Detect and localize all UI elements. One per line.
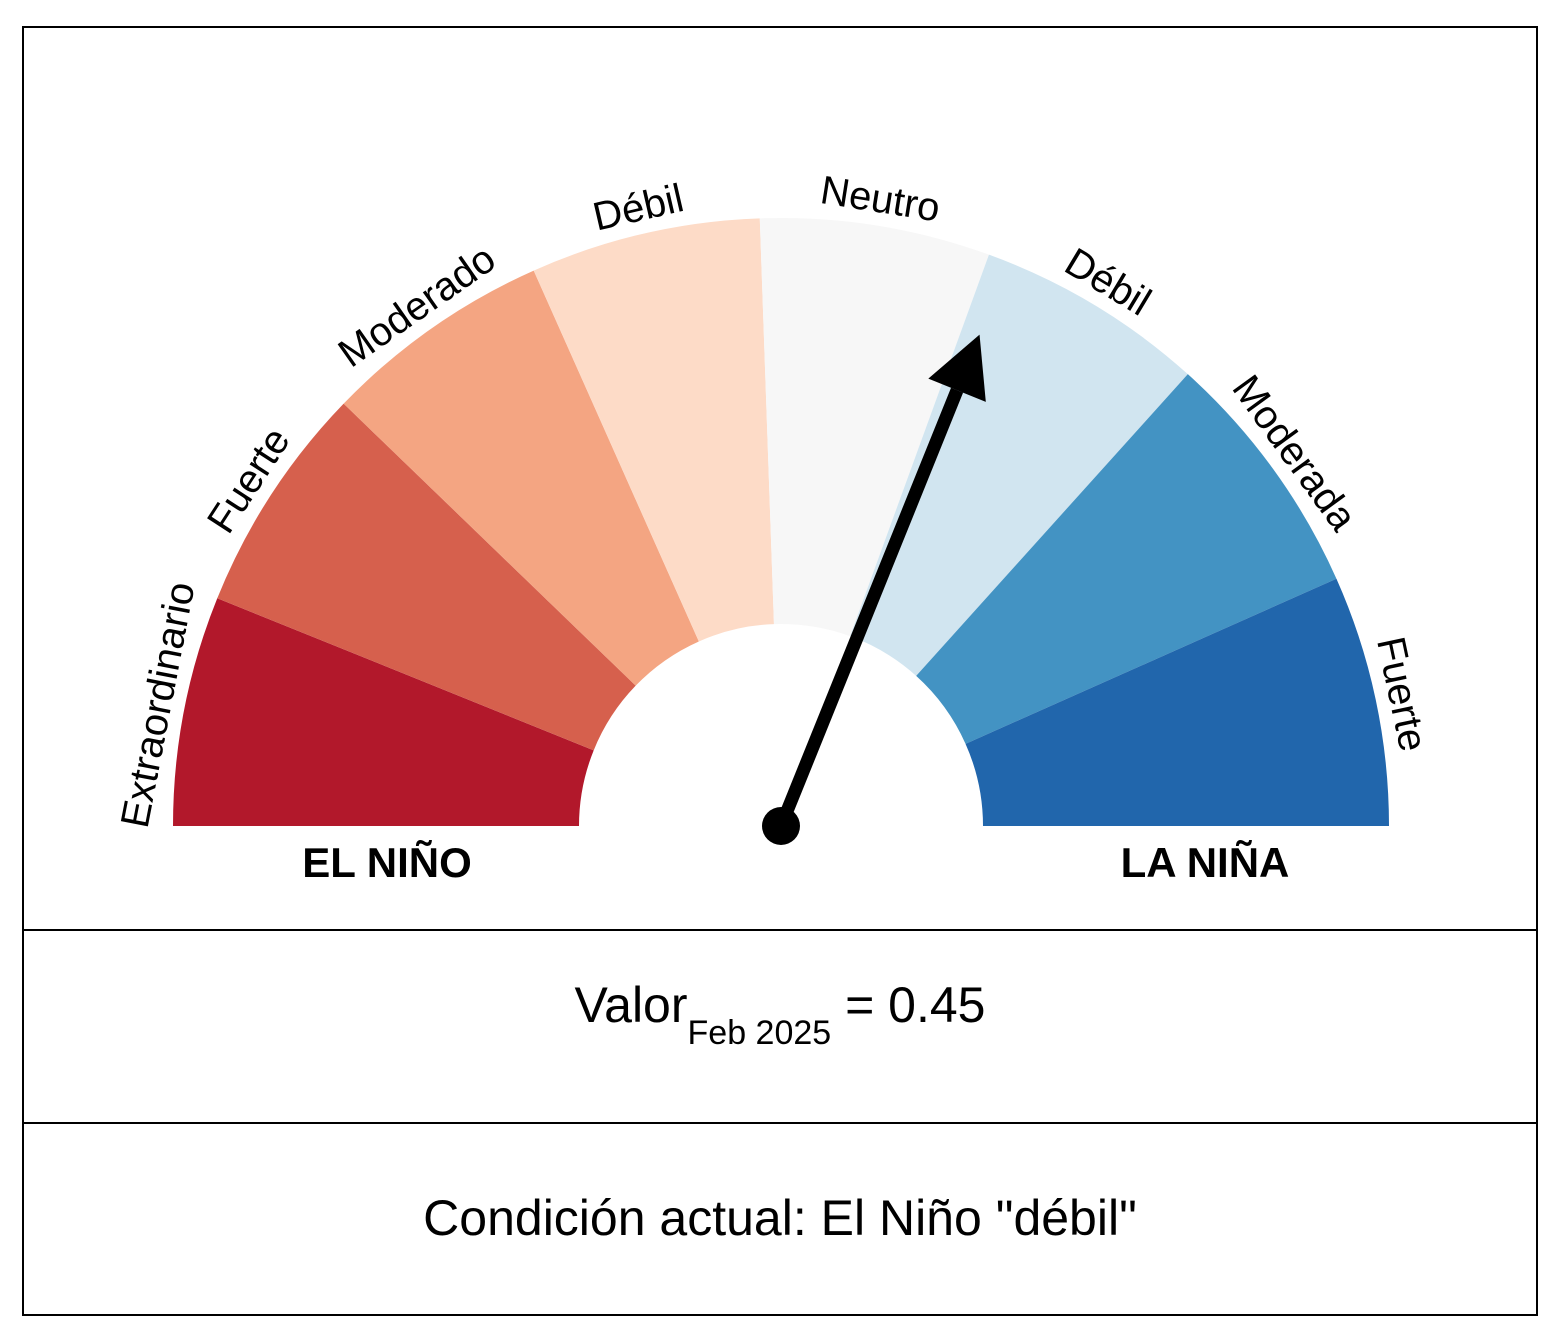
gauge-segment-6: [850, 254, 1188, 676]
chart-frame: [22, 26, 1538, 1316]
gauge-segment-3: [343, 270, 699, 686]
gauge-segment-4: [533, 218, 774, 642]
value-readout: ValorFeb 2025 = 0.45: [22, 980, 1538, 1050]
divider-top: [22, 929, 1538, 931]
value-subscript: Feb 2025: [687, 1014, 832, 1052]
gauge-needle-head: [928, 334, 986, 402]
gauge-segment-7: [916, 374, 1337, 744]
current-condition: Condición actual: El Niño "débil": [423, 1190, 1137, 1246]
value-prefix: Valor: [574, 977, 688, 1033]
gauge-segment-1: [173, 598, 594, 826]
gauge-needle: [774, 387, 964, 829]
el-nino-label: EL NIÑO: [302, 839, 472, 886]
gauge-segment-5: [759, 218, 989, 637]
divider-bottom: [22, 1122, 1538, 1124]
gauge-segment-2: [217, 403, 636, 751]
gauge-segment-8: [965, 578, 1389, 826]
value-suffix: = 0.45: [831, 977, 986, 1033]
la-nina-label: LA NIÑA: [1121, 839, 1290, 886]
gauge-needle-pivot: [762, 807, 800, 845]
